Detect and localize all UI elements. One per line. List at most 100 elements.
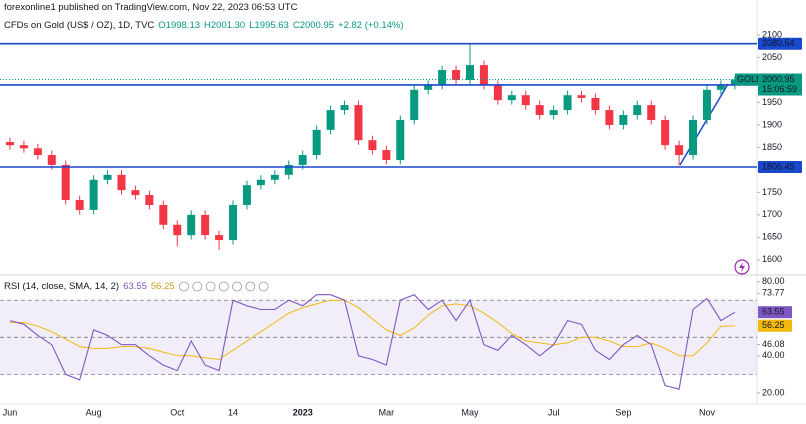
candle-body — [410, 89, 419, 120]
candle-body — [75, 200, 84, 210]
y-tick-label: 2050 — [762, 52, 782, 62]
candle-body — [298, 155, 307, 165]
candle-body — [89, 179, 98, 210]
value-badge-label: 56.25 — [762, 320, 785, 330]
ohlc-open: O1998.13 — [158, 20, 201, 31]
y-tick-label: 20.00 — [762, 387, 785, 397]
y-tick-label: 1600 — [762, 254, 782, 264]
candle-body — [19, 145, 28, 149]
last-price-label: 2000.95 — [762, 74, 795, 84]
candle-body — [145, 195, 154, 205]
candle-body — [368, 140, 377, 151]
series-line — [10, 299, 735, 361]
publisher-line: forexonline1 published on TradingView.co… — [4, 2, 297, 13]
candle-body — [201, 214, 210, 236]
x-tick-label: Nov — [699, 407, 716, 417]
candle-body — [103, 174, 112, 180]
ohlc-change: +2.82 (+0.14%) — [338, 20, 404, 31]
alert-icon-bolt — [739, 262, 745, 272]
symbol-tag-label: GOLD — [737, 74, 763, 84]
x-tick-label: Aug — [86, 407, 102, 417]
candle-body — [661, 119, 670, 146]
candle-body — [382, 150, 391, 160]
candle-body — [215, 235, 224, 241]
symbol-title: CFDs on Gold (US$ / OZ), 1D, TVC — [4, 20, 155, 31]
x-tick-label: Sep — [615, 407, 631, 417]
candle-body — [507, 95, 516, 101]
candle-body — [591, 97, 600, 111]
candle-body — [131, 190, 140, 196]
candle-body — [340, 105, 349, 111]
candle-body — [438, 70, 447, 85]
candle-body — [493, 84, 502, 101]
level-label: 2080.54 — [762, 38, 795, 48]
trend-line — [679, 83, 729, 166]
candle-body — [173, 224, 182, 236]
ohlc-low: L1995.63 — [249, 20, 289, 31]
symbol-legend: CFDs on Gold (US$ / OZ), 1D, TVC O1998.1… — [4, 20, 404, 31]
last-price-badge — [758, 73, 802, 96]
candle-body — [563, 95, 572, 111]
candle-body — [396, 119, 405, 160]
candle-body — [577, 95, 586, 98]
candle-body — [619, 115, 628, 125]
y-tick-label: 46.08 — [762, 339, 785, 349]
rsi-value: 63.55 — [123, 281, 147, 292]
candle-body — [312, 129, 321, 156]
candle-body — [675, 145, 684, 156]
x-tick-label: Jun — [3, 407, 18, 417]
y-tick-label: 1950 — [762, 97, 782, 107]
x-tick-label: May — [461, 407, 479, 417]
candle-body — [229, 204, 238, 241]
ohlc-close: C2000.95 — [292, 20, 335, 31]
candle-body — [326, 110, 335, 130]
candle-body — [479, 65, 488, 85]
y-tick-label: 2100 — [762, 29, 782, 39]
candle-body — [647, 105, 656, 120]
candle-body — [549, 110, 558, 116]
publisher: forexonline1 published on TradingView.co… — [4, 2, 298, 13]
y-tick-label: 1650 — [762, 232, 782, 242]
candle-body — [187, 214, 196, 236]
legend-icons[interactable]: ◯ ◯ ◯ ◯ ◯ ◯ ◯ — [178, 281, 269, 292]
candle-body — [47, 155, 56, 165]
candle-body — [535, 105, 544, 116]
candle-body — [117, 174, 126, 191]
candle-body — [689, 119, 698, 156]
ohlc-high: H2001.30 — [204, 20, 246, 31]
x-tick-label: 2023 — [293, 407, 313, 417]
level-label: 1806.45 — [762, 161, 795, 171]
value-badge — [758, 306, 792, 319]
candle-body — [61, 164, 70, 201]
value-badge-label: 63.55 — [762, 307, 785, 317]
y-tick-label: 1850 — [762, 142, 782, 152]
candle-body — [5, 142, 14, 146]
candle-body — [256, 179, 265, 186]
rsi-title: RSI (14, close, SMA, 14, 2) — [4, 281, 120, 292]
candle-body — [605, 110, 614, 125]
candle-body — [465, 65, 474, 80]
y-tick-label: 80.00 — [762, 276, 785, 286]
symbol-tag — [735, 73, 759, 86]
y-tick-label: 40.00 — [762, 350, 785, 360]
series-line — [9, 294, 736, 390]
y-tick-label: 73.77 — [762, 288, 785, 298]
x-tick-label: Oct — [170, 407, 185, 417]
sma-value: 56.25 — [150, 281, 175, 292]
candle-body — [521, 95, 530, 106]
level-badge — [758, 37, 802, 50]
candle-body — [730, 79, 739, 85]
rsi-legend: RSI (14, close, SMA, 14, 2) 63.55 56.25 … — [4, 281, 269, 292]
x-tick-label: Jul — [548, 407, 560, 417]
x-tick-label: 14 — [228, 407, 238, 417]
alert-icon[interactable] — [734, 259, 750, 275]
candle-body — [270, 174, 279, 180]
candle-body — [633, 105, 642, 116]
countdown-label: 15:06:59 — [762, 84, 797, 94]
candle-body — [242, 185, 251, 205]
candle-body — [159, 204, 168, 225]
x-tick-label: Mar — [379, 407, 395, 417]
y-tick-label: 1900 — [762, 119, 782, 129]
